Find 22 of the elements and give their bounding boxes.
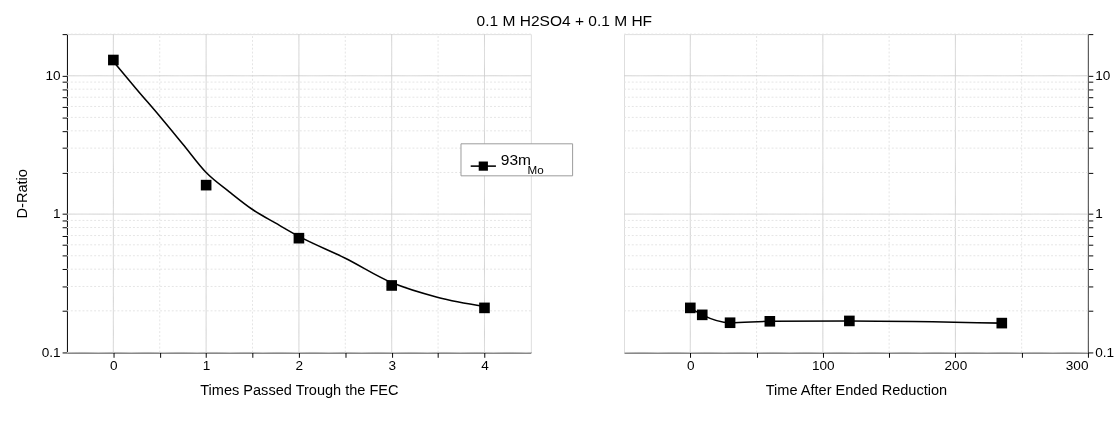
y-tick-label: 1 [53,206,61,222]
point [386,280,398,291]
y-tick-label: 0.1 [41,344,61,360]
y2-tick-label: 1 [1095,206,1103,222]
text: 0.1 M H2SO4 + 0.1 M HF [476,12,653,30]
y-tick-label: 10 [45,68,62,84]
x-tick-label: 0 [687,358,696,374]
x-axis-title: Times Passed Trough the FEC [200,381,399,398]
x-tick-label: 200 [944,358,968,374]
point [479,302,490,314]
x-tick-label: 100 [812,358,836,374]
x-axis-title: Time After Ended Reduction [765,381,948,398]
x-tick-label: 0 [110,358,119,374]
point [108,54,119,66]
x-tick-label: 4 [481,358,490,374]
y-axis-title: D-Ratio [14,169,31,219]
y2-tick-label: 10 [1095,68,1111,84]
x-tick-label: 1 [202,358,211,374]
x-tick-label: 3 [388,358,396,374]
x-tick-label: 2 [295,358,304,374]
x-tick-label: 300 [1065,358,1089,374]
y2-tick-label: 0.1 [1095,344,1115,360]
